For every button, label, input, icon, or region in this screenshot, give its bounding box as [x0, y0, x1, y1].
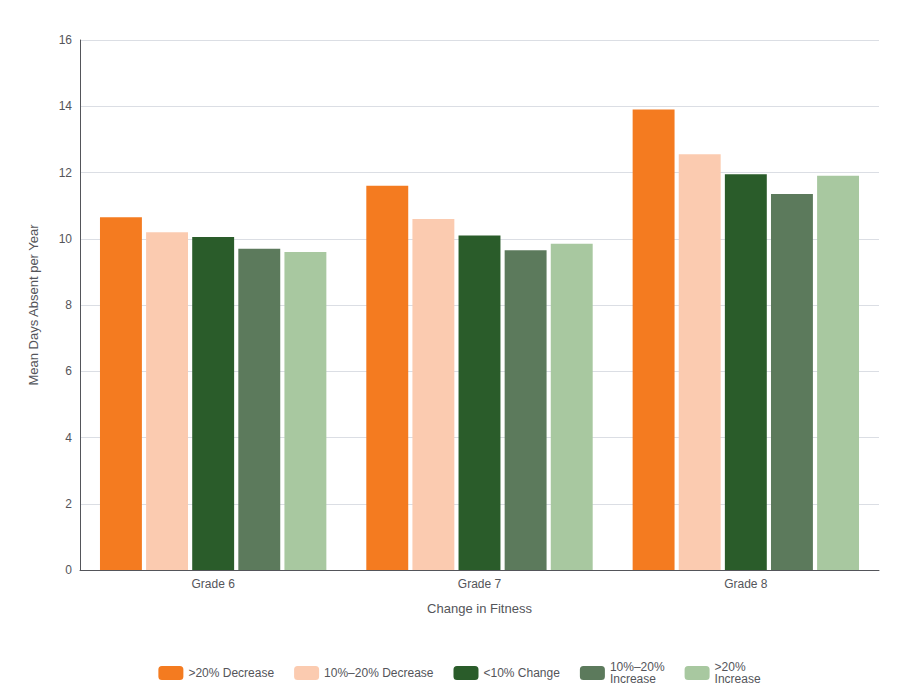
svg-text:Change in Fitness: Change in Fitness — [427, 601, 532, 616]
svg-text:8: 8 — [65, 298, 72, 312]
svg-text:10: 10 — [59, 232, 73, 246]
svg-text:Grade 7: Grade 7 — [458, 577, 502, 591]
svg-text:Increase: Increase — [715, 672, 761, 686]
svg-text:16: 16 — [59, 33, 73, 47]
svg-text:Mean Days Absent per Year: Mean Days Absent per Year — [26, 224, 41, 386]
svg-text:Grade 6: Grade 6 — [191, 577, 235, 591]
svg-text:0: 0 — [65, 563, 72, 577]
svg-text:<10% Change: <10% Change — [483, 666, 560, 680]
svg-text:4: 4 — [65, 431, 72, 445]
svg-text:Increase: Increase — [610, 672, 656, 686]
svg-text:Grade 8: Grade 8 — [724, 577, 768, 591]
svg-text:>20% Decrease: >20% Decrease — [188, 666, 274, 680]
svg-text:12: 12 — [59, 166, 73, 180]
svg-text:6: 6 — [65, 364, 72, 378]
svg-text:>20%: >20% — [714, 660, 746, 674]
svg-text:10%–20% Decrease: 10%–20% Decrease — [324, 666, 434, 680]
svg-text:10%–20%: 10%–20% — [609, 660, 665, 674]
svg-text:2: 2 — [65, 497, 72, 511]
svg-text:14: 14 — [59, 99, 73, 113]
